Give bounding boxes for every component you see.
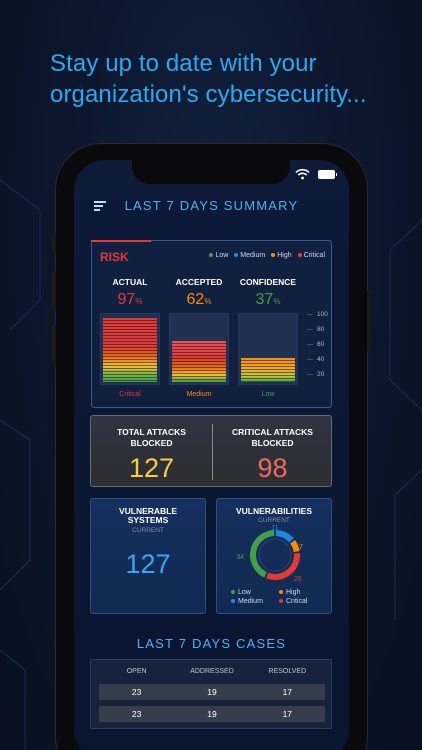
cases-table: OPEN ADDRESSED RESOLVED 23 19 17 23 19 1… <box>90 659 332 729</box>
metric-confidence-value: 37% <box>255 291 281 308</box>
donut-segment-critical <box>266 552 300 580</box>
metric-confidence-label: CONFIDENCE <box>239 277 297 287</box>
bar-caption-actual: Critical <box>119 391 141 398</box>
vulnerable-systems-sub: CURRENT <box>132 527 164 534</box>
vulnerabilities-donut-chart: 11 7 26 34 <box>236 525 303 583</box>
risk-scale: 100 80 60 40 20 <box>307 311 331 381</box>
vuln-legend-medium: Medium <box>231 598 279 605</box>
cell-open: 23 <box>131 687 142 697</box>
donut-segment-medium <box>275 530 294 543</box>
page-title: LAST 7 DAYS SUMMARY <box>124 198 299 213</box>
hamburger-menu-icon[interactable] <box>94 201 106 213</box>
wifi-icon <box>295 168 310 180</box>
table-row[interactable]: 23 19 17 <box>99 706 325 722</box>
column-header-addressed: ADDRESSED <box>190 668 234 675</box>
critical-attacks-value: 98 <box>257 453 288 483</box>
legend-item-critical: Critical <box>297 252 325 259</box>
column-header-open: OPEN <box>126 668 147 675</box>
metric-accepted-label: ACCEPTED <box>175 277 223 287</box>
vuln-legend-low: Low <box>231 589 279 596</box>
vulnerable-systems-card: VULNERABLE SYSTEMS CURRENT 127 <box>90 498 206 614</box>
metric-accepted: ACCEPTED 62% <box>169 277 229 309</box>
headline: Stay up to date with your organization's… <box>50 50 367 108</box>
bar-caption-accepted: Medium <box>186 391 212 398</box>
table-row[interactable]: 23 19 17 <box>99 684 325 700</box>
phone-volume-up-button <box>52 270 56 312</box>
donut-label-medium: 11 <box>271 525 278 532</box>
scale-tick: 80 <box>307 326 324 333</box>
vulnerabilities-label: VULNERABILITIES <box>235 506 313 516</box>
cell-addressed: 19 <box>207 709 217 719</box>
phone-power-button <box>367 290 371 352</box>
scale-tick: 20 <box>307 371 324 378</box>
risk-legend: Low Medium High Critical <box>209 252 325 259</box>
metric-accepted-value: 62% <box>186 291 212 308</box>
attacks-divider <box>212 424 213 480</box>
scale-tick: 40 <box>307 356 324 363</box>
metric-actual: ACTUAL 97% <box>100 277 160 309</box>
attacks-card: TOTAL ATTACKS BLOCKED 127 CRITICAL ATTACK… <box>90 415 332 487</box>
critical-attacks-label: CRITICAL ATTACKS BLOCKED <box>232 427 313 448</box>
app-screen: LAST 7 DAYS SUMMARY RISK Low Medium High… <box>74 160 349 750</box>
vulnerable-systems-label: VULNERABLE SYSTEMS <box>118 506 178 525</box>
legend-item-high: High <box>271 252 292 259</box>
vulnerabilities-sub: CURRENT <box>258 517 290 524</box>
status-bar <box>295 168 337 180</box>
total-attacks-value: 127 <box>128 453 175 483</box>
cell-open: 23 <box>131 709 142 719</box>
column-header-resolved: RESOLVED <box>268 668 307 675</box>
metric-actual-value: 97% <box>117 291 143 308</box>
cell-addressed: 19 <box>207 687 217 697</box>
phone-side-button <box>52 232 56 254</box>
cases-title: LAST 7 DAYS CASES <box>136 636 287 651</box>
donut-label-critical: 26 <box>294 576 302 583</box>
critical-attacks: CRITICAL ATTACKS BLOCKED 98 <box>212 427 333 484</box>
vuln-legend-critical: Critical <box>279 598 327 605</box>
vuln-legend-high: High <box>279 589 327 596</box>
risk-bar-accepted <box>169 313 229 385</box>
vulnerable-systems-value: 127 <box>125 549 171 579</box>
cell-resolved: 17 <box>282 687 293 697</box>
cell-resolved: 17 <box>282 709 293 719</box>
vulnerabilities-legend: Low High Medium Critical <box>231 589 331 605</box>
donut-label-high: 7 <box>299 544 303 551</box>
cases-header-row: OPEN ADDRESSED RESOLVED <box>99 668 325 675</box>
metric-actual-label: ACTUAL <box>112 277 148 287</box>
donut-segment-low <box>250 530 275 578</box>
legend-item-medium: Medium <box>234 252 265 259</box>
legend-item-low: Low <box>209 252 228 259</box>
battery-icon <box>318 169 337 179</box>
risk-label: RISK <box>100 250 129 264</box>
risk-bar-actual <box>100 313 160 385</box>
risk-bar-confidence <box>238 313 298 385</box>
total-attacks: TOTAL ATTACKS BLOCKED 127 <box>91 427 212 484</box>
total-attacks-label: TOTAL ATTACKS BLOCKED <box>117 427 186 448</box>
risk-card: RISK Low Medium High Critical ACTUAL 97%… <box>91 240 332 408</box>
scale-tick: 100 <box>307 311 328 318</box>
phone-volume-down-button <box>52 324 56 366</box>
donut-inner-ring <box>258 538 292 572</box>
vulnerabilities-card: VULNERABILITIES CURRENT 11 7 26 34 Low High… <box>216 498 332 614</box>
scale-tick: 60 <box>307 341 324 348</box>
metric-confidence: CONFIDENCE 37% <box>238 277 298 309</box>
donut-label-low: 34 <box>236 554 244 561</box>
donut-segment-high <box>290 539 300 553</box>
bar-caption-confidence: Low <box>261 391 275 398</box>
phone-notch <box>132 160 290 184</box>
